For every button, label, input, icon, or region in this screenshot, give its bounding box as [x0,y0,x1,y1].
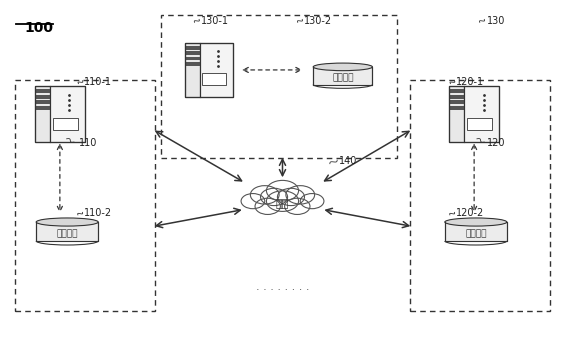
Text: 110-1: 110-1 [84,77,112,87]
Text: 存储设备: 存储设备 [56,230,78,239]
Circle shape [277,188,305,206]
Text: 110: 110 [79,138,97,148]
Bar [199,43,233,97]
Bar [185,43,199,97]
Bar [185,51,199,55]
Bar [53,118,78,130]
Circle shape [267,191,298,211]
Bar [467,118,492,130]
Text: 120-2: 120-2 [456,209,484,218]
Bar [449,87,499,142]
Text: 网络: 网络 [276,199,289,210]
Bar [36,222,98,241]
Circle shape [255,198,280,214]
Text: . . . . . . . .: . . . . . . . . [256,282,309,292]
Text: 130: 130 [486,16,505,26]
Text: 140: 140 [339,156,357,166]
Circle shape [285,198,310,214]
Bar [410,80,550,311]
Bar [34,87,50,142]
Bar [34,89,50,93]
Bar [50,87,85,142]
Bar [185,56,199,60]
Bar [449,95,464,98]
Text: 存储设备: 存储设备 [465,230,486,239]
Bar [15,80,155,311]
Circle shape [250,186,279,204]
Ellipse shape [445,218,507,226]
Text: 110-2: 110-2 [84,209,112,218]
Bar [464,87,499,142]
Bar [34,106,50,110]
Bar [449,89,464,93]
Ellipse shape [313,63,372,71]
Bar [202,73,227,85]
Bar [185,62,199,66]
Text: 100: 100 [24,21,53,34]
Bar [449,100,464,104]
Bar [34,100,50,104]
Bar [313,67,372,85]
Text: 130-2: 130-2 [304,16,332,26]
Bar [162,15,397,157]
Bar [449,106,464,110]
Bar [449,87,464,142]
Circle shape [300,194,324,209]
Bar [445,222,507,241]
Bar [34,95,50,98]
Bar [185,43,233,97]
Circle shape [260,188,288,206]
Circle shape [286,186,315,204]
Text: 存储设备: 存储设备 [332,74,354,83]
Text: 120: 120 [486,138,505,148]
Ellipse shape [36,218,98,226]
Circle shape [241,194,265,209]
Text: 120-1: 120-1 [456,77,484,87]
Bar [185,46,199,50]
Circle shape [267,180,298,201]
Text: 130-1: 130-1 [201,16,229,26]
Bar [34,87,85,142]
